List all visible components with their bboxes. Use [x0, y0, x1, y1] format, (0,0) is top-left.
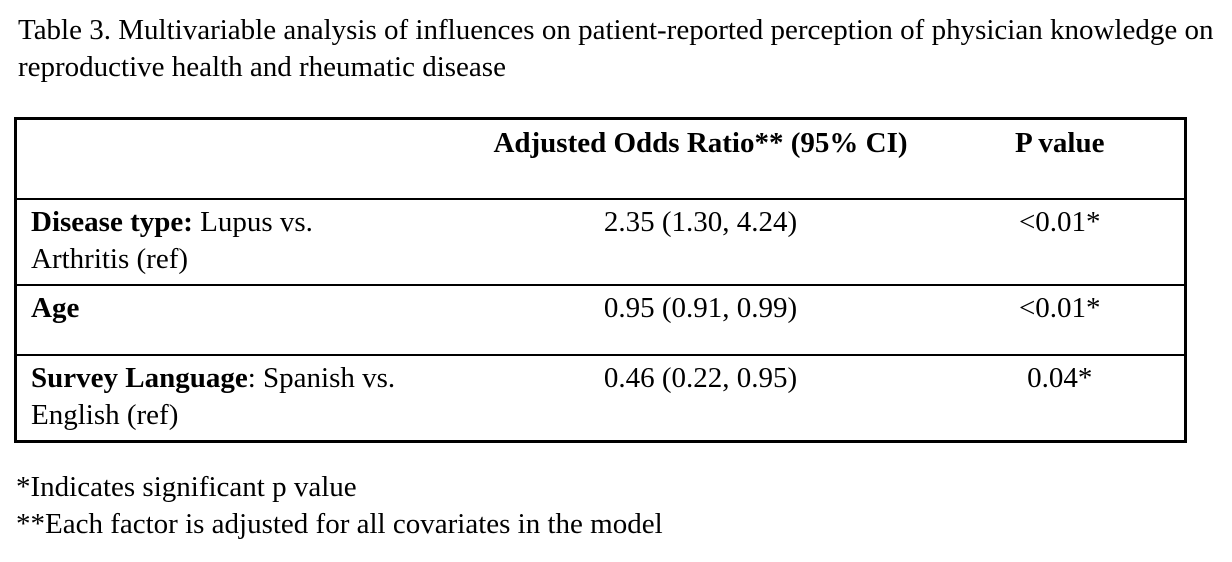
factor-label: Age [31, 290, 79, 327]
header-p-value: P value [935, 118, 1186, 200]
footnote-adjustment: **Each factor is adjusted for all covari… [16, 507, 663, 540]
table-row-disease-type: Disease type: Lupus vs. Arthritis (ref) … [15, 197, 1186, 285]
factor-label: Disease type: Lupus vs. Arthritis (ref) [31, 204, 411, 278]
factor-label: Survey Language: Spanish vs. English (re… [31, 360, 411, 434]
table-row-survey-language: Survey Language: Spanish vs. English (re… [15, 353, 1186, 441]
header-row: Adjusted Odds Ratio** (95% CI) P value [15, 118, 1186, 200]
odds-ratio-cell: 0.46 (0.22, 0.95) [465, 353, 936, 441]
p-value-cell: <0.01* [935, 197, 1186, 285]
table-row-age: Age 0.95 (0.91, 0.99) <0.01* [15, 283, 1186, 355]
p-value-cell: 0.04* [935, 353, 1186, 441]
table-caption: Table 3. Multivariable analysis of influ… [18, 14, 1214, 83]
factor-label-bold: Survey Language [31, 361, 248, 394]
factor-label-bold: Age [31, 291, 80, 324]
footnotes: *Indicates significant p value **Each fa… [16, 469, 1232, 543]
factor-cell: Disease type: Lupus vs. Arthritis (ref) [15, 197, 466, 285]
factor-cell: Age [15, 283, 466, 355]
p-value-cell: <0.01* [935, 283, 1186, 355]
factor-label-bold: Disease type: [31, 205, 193, 238]
factor-cell: Survey Language: Spanish vs. English (re… [15, 353, 466, 441]
page: Table 3. Multivariable analysis of influ… [0, 12, 1232, 562]
factor-label-rest: : Spanish vs. English (ref) [31, 361, 396, 431]
header-factor [15, 118, 466, 200]
factor-label-rest: Lupus vs. Arthritis (ref) [31, 205, 313, 275]
odds-ratio-cell: 0.95 (0.91, 0.99) [465, 283, 936, 355]
header-odds-ratio: Adjusted Odds Ratio** (95% CI) [465, 118, 936, 200]
results-table: Adjusted Odds Ratio** (95% CI) P value D… [14, 117, 1187, 443]
footnote-significance: *Indicates significant p value [16, 470, 357, 503]
odds-ratio-cell: 2.35 (1.30, 4.24) [465, 197, 936, 285]
